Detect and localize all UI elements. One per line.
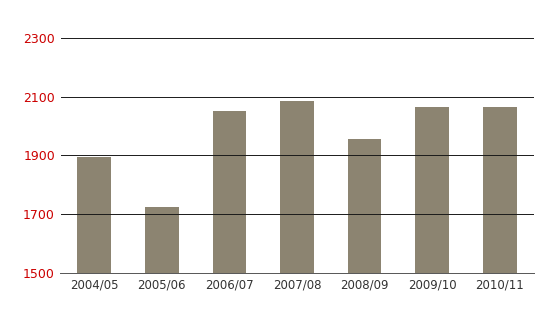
Bar: [483, 107, 516, 314]
Bar: [348, 139, 382, 314]
Bar: [415, 107, 449, 314]
Bar: [78, 158, 111, 314]
Bar: [280, 101, 314, 314]
Bar: [212, 111, 246, 314]
Bar: [145, 207, 179, 314]
